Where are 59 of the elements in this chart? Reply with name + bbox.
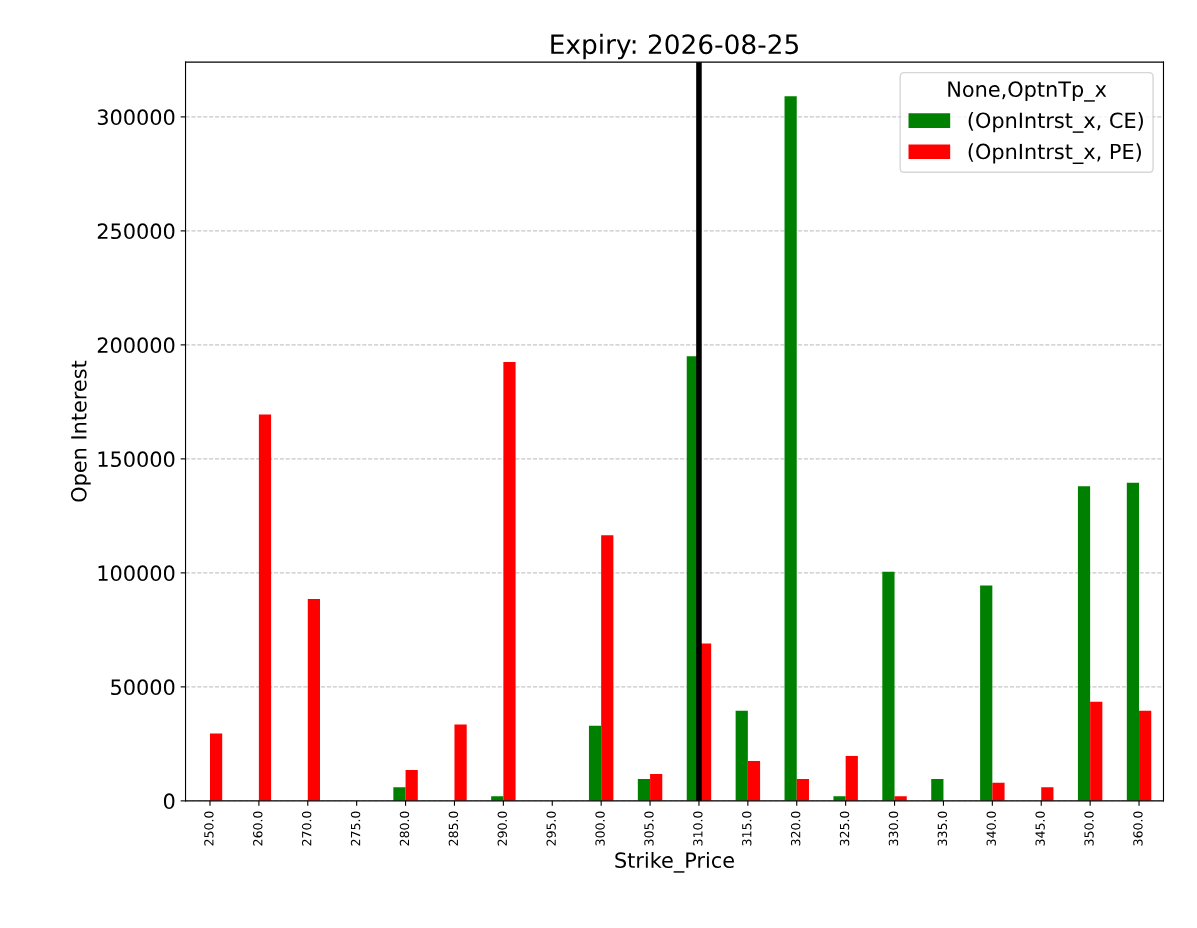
- bar: [796, 778, 809, 801]
- bar: [1077, 486, 1091, 801]
- bar: [980, 585, 993, 801]
- y-tick-label: 200000: [97, 337, 175, 354]
- bar: [588, 725, 602, 801]
- chart-title: Expiry: 2026-08-25: [551, 33, 798, 60]
- bar: [845, 755, 858, 801]
- x-tick-label: 285.0: [448, 811, 459, 846]
- x-tick-label: 350.0: [1084, 811, 1094, 846]
- x-tick-label: 310.0: [693, 811, 703, 846]
- x-tick-label: 345.0: [1035, 811, 1045, 846]
- bar: [601, 535, 614, 801]
- y-tick-label: 0: [163, 793, 175, 810]
- bar: [209, 733, 223, 801]
- x-tick-label: 325.0: [839, 811, 850, 846]
- x-tick-label: 305.0: [644, 811, 654, 846]
- bar: [405, 770, 418, 801]
- x-tick-label: 330.0: [888, 811, 899, 846]
- x-tick-label: 340.0: [986, 811, 996, 846]
- bar: [258, 414, 272, 801]
- bar: [1126, 482, 1140, 801]
- x-tick-label: 250.0: [204, 811, 214, 846]
- bar: [882, 571, 895, 801]
- bar: [637, 778, 651, 801]
- y-tick-label: 250000: [97, 223, 175, 240]
- bar: [747, 760, 761, 801]
- x-tick-label: 320.0: [790, 811, 801, 846]
- bar: [393, 787, 406, 801]
- bar: [735, 710, 748, 801]
- y-axis-title: Open Interest: [70, 360, 91, 502]
- bar: [307, 599, 320, 801]
- bar: [931, 778, 944, 801]
- x-tick-label: 275.0: [350, 811, 361, 846]
- x-tick-label: 260.0: [253, 811, 263, 846]
- y-tick-label: 100000: [98, 565, 175, 582]
- x-tick-label: 295.0: [546, 811, 556, 846]
- y-tick-label: 150000: [98, 451, 175, 468]
- x-tick-label: 335.0: [937, 811, 948, 846]
- bar: [833, 796, 846, 801]
- x-tick-label: 315.0: [742, 811, 752, 846]
- bar: [503, 361, 516, 801]
- bar: [1041, 787, 1054, 801]
- legend-title: None,OptnTp_x: [948, 81, 1107, 102]
- bar: [1090, 701, 1103, 801]
- bar: [784, 96, 797, 801]
- legend-label: (OpnIntrst_x, CE): [968, 112, 1143, 133]
- y-tick-label: 300000: [97, 109, 175, 126]
- bar: [454, 724, 467, 801]
- x-tick-label: 300.0: [595, 811, 605, 846]
- x-tick-label: 290.0: [497, 811, 507, 846]
- legend-label: (OpnIntrst_x, PE): [968, 143, 1141, 164]
- bar: [650, 773, 663, 801]
- bar: [1139, 710, 1152, 801]
- x-axis-title: Strike_Price: [615, 851, 734, 873]
- y-tick-label: 50000: [111, 679, 175, 696]
- x-tick-label: 360.0: [1133, 811, 1143, 846]
- x-tick-label: 280.0: [399, 811, 410, 846]
- x-tick-label: 270.0: [301, 811, 312, 846]
- bar: [992, 782, 1005, 801]
